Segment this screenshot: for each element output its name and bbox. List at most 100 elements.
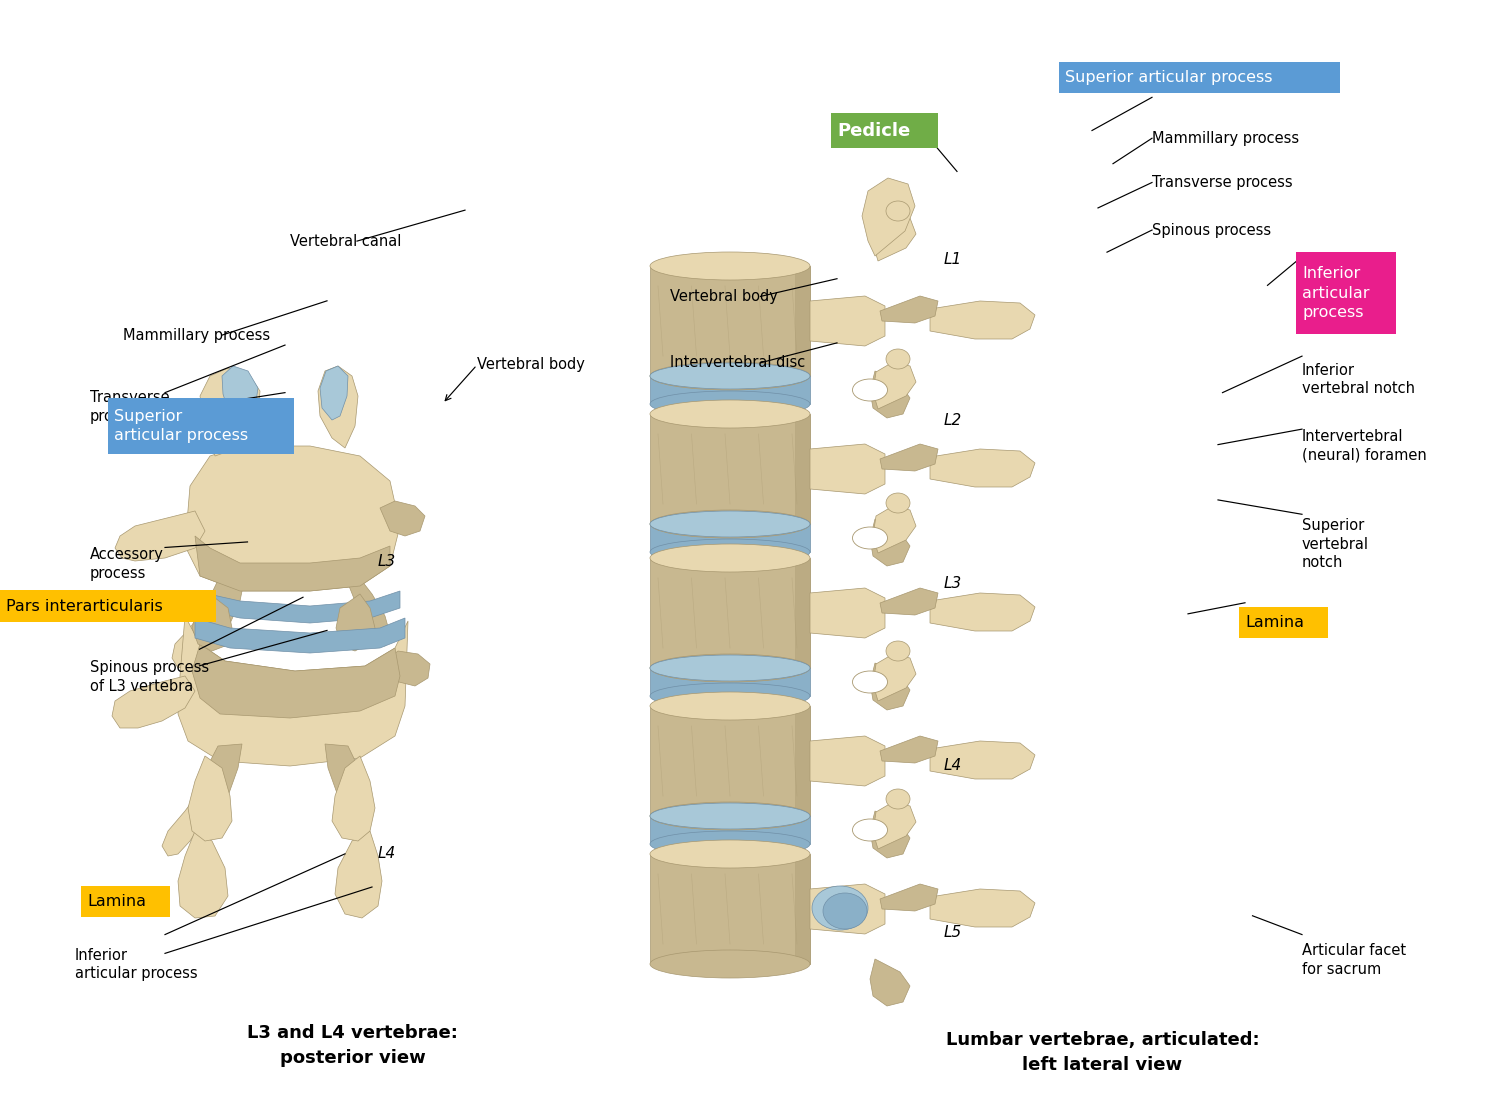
Ellipse shape <box>650 539 810 565</box>
Text: Mammillary process: Mammillary process <box>1152 131 1299 146</box>
Text: Superior
vertebral
notch: Superior vertebral notch <box>1302 518 1370 571</box>
Polygon shape <box>380 501 424 536</box>
Polygon shape <box>650 706 810 816</box>
Polygon shape <box>795 414 810 524</box>
Polygon shape <box>873 802 916 849</box>
Polygon shape <box>178 616 408 766</box>
Ellipse shape <box>852 671 888 693</box>
Polygon shape <box>650 524 810 552</box>
Ellipse shape <box>852 379 888 401</box>
Ellipse shape <box>650 692 810 720</box>
Ellipse shape <box>886 349 910 369</box>
Polygon shape <box>810 296 885 346</box>
Ellipse shape <box>650 684 810 709</box>
Text: Vertebral body: Vertebral body <box>670 289 778 304</box>
Text: Inferior
articular
process: Inferior articular process <box>1302 267 1370 320</box>
Polygon shape <box>112 676 195 728</box>
Polygon shape <box>870 959 910 1006</box>
Polygon shape <box>810 588 885 638</box>
Polygon shape <box>810 884 885 933</box>
Ellipse shape <box>886 789 910 808</box>
Polygon shape <box>222 366 258 421</box>
Polygon shape <box>870 519 910 566</box>
Polygon shape <box>880 884 938 911</box>
Polygon shape <box>332 757 375 841</box>
Ellipse shape <box>650 362 810 390</box>
FancyBboxPatch shape <box>0 591 216 622</box>
Polygon shape <box>326 744 370 818</box>
Polygon shape <box>880 444 938 471</box>
Text: Superior
articular process: Superior articular process <box>114 409 248 442</box>
Polygon shape <box>870 811 910 858</box>
Text: Pedicle: Pedicle <box>837 122 910 139</box>
Text: Spinous process
of L3 vertebra: Spinous process of L3 vertebra <box>90 660 209 693</box>
Text: Articular facet
for sacrum: Articular facet for sacrum <box>1302 943 1406 977</box>
Text: Lamina: Lamina <box>87 894 146 909</box>
Polygon shape <box>873 654 916 701</box>
Polygon shape <box>930 741 1035 779</box>
Polygon shape <box>795 267 810 376</box>
Polygon shape <box>184 446 400 591</box>
Text: Inferior
vertebral notch: Inferior vertebral notch <box>1302 363 1414 396</box>
Text: Superior articular process: Superior articular process <box>1065 70 1272 85</box>
Text: L3 and L4 vertebrae:
posterior view: L3 and L4 vertebrae: posterior view <box>248 1024 458 1066</box>
Polygon shape <box>930 449 1035 487</box>
Text: Inferior
articular process: Inferior articular process <box>75 948 198 981</box>
Text: Pars interarticularis: Pars interarticularis <box>6 598 162 614</box>
Ellipse shape <box>650 400 810 428</box>
Text: Mammillary process: Mammillary process <box>123 327 270 343</box>
Text: Lamina: Lamina <box>1245 615 1304 630</box>
Polygon shape <box>930 593 1035 632</box>
Polygon shape <box>345 566 390 646</box>
Text: L5: L5 <box>944 925 962 940</box>
Ellipse shape <box>852 820 888 841</box>
Text: Intervertebral disc: Intervertebral disc <box>670 355 806 371</box>
Polygon shape <box>192 594 232 651</box>
Polygon shape <box>650 668 810 696</box>
Ellipse shape <box>650 510 810 538</box>
Ellipse shape <box>650 252 810 280</box>
Text: Spinous process: Spinous process <box>1152 222 1270 238</box>
Polygon shape <box>650 816 810 844</box>
Text: L2: L2 <box>944 413 962 428</box>
Polygon shape <box>880 296 938 323</box>
Polygon shape <box>862 178 915 255</box>
FancyBboxPatch shape <box>108 397 294 455</box>
Polygon shape <box>334 831 382 918</box>
Ellipse shape <box>650 544 810 572</box>
Ellipse shape <box>650 392 810 417</box>
Ellipse shape <box>886 201 910 221</box>
Polygon shape <box>650 854 810 964</box>
Text: L3: L3 <box>944 576 962 592</box>
Polygon shape <box>870 662 910 710</box>
Polygon shape <box>188 757 232 841</box>
Ellipse shape <box>650 803 810 830</box>
Ellipse shape <box>650 802 810 830</box>
Polygon shape <box>192 566 244 648</box>
Ellipse shape <box>852 526 888 549</box>
Polygon shape <box>873 507 916 553</box>
Text: L4: L4 <box>944 758 962 773</box>
Polygon shape <box>880 735 938 763</box>
Polygon shape <box>650 267 810 376</box>
Polygon shape <box>650 559 810 668</box>
Polygon shape <box>320 366 348 420</box>
Polygon shape <box>195 618 405 653</box>
Text: Transverse
process: Transverse process <box>90 390 170 424</box>
Polygon shape <box>810 735 885 786</box>
FancyBboxPatch shape <box>831 113 938 148</box>
Polygon shape <box>930 889 1035 927</box>
Polygon shape <box>870 371 910 418</box>
Ellipse shape <box>650 654 810 682</box>
FancyBboxPatch shape <box>1059 62 1341 93</box>
Ellipse shape <box>650 950 810 978</box>
Ellipse shape <box>886 493 910 513</box>
Polygon shape <box>162 757 230 856</box>
Text: Vertebral canal: Vertebral canal <box>290 233 400 249</box>
Text: L3: L3 <box>378 554 396 570</box>
Polygon shape <box>172 576 230 668</box>
Polygon shape <box>195 591 400 623</box>
Polygon shape <box>178 831 228 918</box>
Text: L1: L1 <box>944 252 962 268</box>
Polygon shape <box>795 706 810 816</box>
